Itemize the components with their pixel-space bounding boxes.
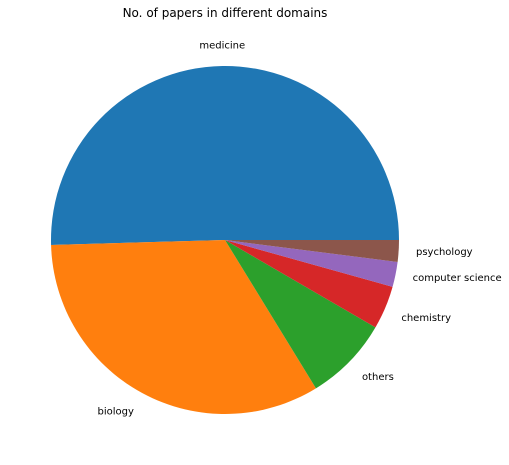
pie-label-others: others (362, 372, 394, 383)
pie-slice-biology (51, 240, 316, 414)
pie-slice-chemistry (225, 240, 393, 328)
pie-label-chemistry: chemistry (401, 313, 451, 324)
pie-slice-computer-science (225, 240, 398, 287)
pie-slices (51, 66, 399, 414)
chart-title: No. of papers in different domains (123, 6, 328, 20)
pie-label-psychology: psychology (416, 247, 473, 258)
pie-label-biology: biology (97, 407, 133, 418)
pie-slice-psychology (225, 240, 399, 263)
pie-labels: medicine biology others chemistry computer s… (97, 41, 501, 418)
pie-label-medicine: medicine (199, 41, 245, 52)
pie-slice-medicine (51, 66, 399, 245)
pie-slice-others (225, 240, 376, 389)
pie-label-computer-science: computer science (413, 273, 502, 284)
